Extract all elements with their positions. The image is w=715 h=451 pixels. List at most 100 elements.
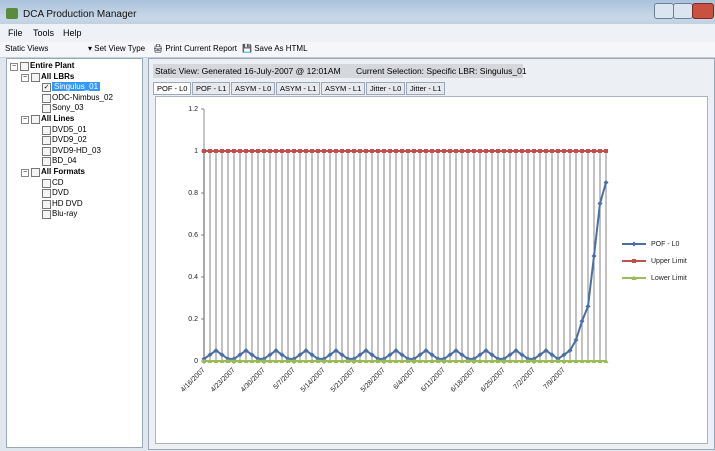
expander: − <box>21 74 29 82</box>
tab[interactable]: ASYM - L1 <box>276 82 320 95</box>
marker <box>460 149 464 153</box>
menu-bar: File Tools Help <box>0 24 715 42</box>
checkbox[interactable] <box>42 136 51 145</box>
marker <box>454 149 458 153</box>
tab[interactable]: Jitter - L0 <box>366 82 405 95</box>
marker <box>274 149 278 153</box>
x-tick-label: 7/9/2007 <box>542 367 566 391</box>
expander: − <box>21 169 29 177</box>
tree-label[interactable]: All Lines <box>41 114 74 123</box>
tab[interactable]: POF - L0 <box>153 82 191 95</box>
x-tick-label: 6/25/2007 <box>480 367 507 394</box>
tree-label[interactable]: Singulus_01 <box>52 82 100 91</box>
tree-label[interactable]: Entire Plant <box>30 61 74 70</box>
x-tick-label: 7/2/2007 <box>512 367 536 391</box>
tree-label[interactable]: Sony_03 <box>52 103 84 112</box>
checkbox[interactable] <box>31 73 40 82</box>
checkbox[interactable] <box>42 200 51 209</box>
tree-label[interactable]: DVD9-HD_03 <box>52 146 101 155</box>
checkbox[interactable]: ✓ <box>42 83 51 92</box>
marker <box>244 149 248 153</box>
marker <box>370 149 374 153</box>
menu-item[interactable]: File <box>8 28 23 38</box>
set-view-type-button[interactable]: ▾ Set View Type <box>88 44 145 53</box>
tree-label[interactable]: All Formats <box>41 167 85 176</box>
minimize-button[interactable] <box>654 3 674 19</box>
tree-label[interactable]: DVD9_02 <box>52 135 87 144</box>
marker <box>556 149 560 153</box>
marker <box>508 149 512 153</box>
checkbox[interactable] <box>42 210 51 219</box>
print-button[interactable]: 🖨 Print Current Report <box>153 44 237 53</box>
x-tick-label: 4/16/2007 <box>180 367 207 394</box>
marker <box>238 149 242 153</box>
tree-label[interactable]: ODC-Nimbus_02 <box>52 93 113 102</box>
tree-label[interactable]: Blu-ray <box>52 209 77 218</box>
tree-label[interactable]: DVD5_01 <box>52 125 87 134</box>
tab[interactable]: POF - L1 <box>192 82 230 95</box>
tab[interactable]: ASYM - L0 <box>231 82 275 95</box>
button-label: Set View Type <box>94 44 145 53</box>
checkbox[interactable] <box>31 115 40 124</box>
checkbox[interactable] <box>42 157 51 166</box>
marker <box>352 149 356 153</box>
marker <box>394 149 398 153</box>
maximize-button[interactable] <box>673 3 693 19</box>
status-bar: Static View: Generated 16-July-2007 @ 12… <box>153 64 523 78</box>
tree-label[interactable]: DVD <box>52 188 69 197</box>
marker <box>376 149 380 153</box>
marker <box>562 149 566 153</box>
static-view-status: Static View: Generated 16-July-2007 @ 12… <box>155 66 341 76</box>
marker <box>520 149 524 153</box>
app-window: DCA Production Manager File Tools Help S… <box>0 0 715 451</box>
tab[interactable]: Jitter - L1 <box>406 82 445 95</box>
checkbox[interactable] <box>42 179 51 188</box>
marker <box>406 149 410 153</box>
checkbox[interactable] <box>42 94 51 103</box>
tree-label[interactable]: BD_04 <box>52 156 76 165</box>
tree-label[interactable]: HD DVD <box>52 199 83 208</box>
button-label: Print Current Report <box>165 44 237 53</box>
tree-label[interactable]: All LBRs <box>41 72 74 81</box>
marker <box>262 149 266 153</box>
marker <box>214 149 218 153</box>
checkbox[interactable] <box>20 62 29 71</box>
checkbox[interactable] <box>42 189 51 198</box>
checkbox[interactable] <box>42 147 51 156</box>
tab[interactable]: ASYM - L1 <box>321 82 365 95</box>
marker <box>424 149 428 153</box>
marker <box>412 149 416 153</box>
marker <box>358 149 362 153</box>
legend-label: Lower Limit <box>651 275 687 282</box>
marker <box>256 149 260 153</box>
marker <box>442 149 446 153</box>
marker <box>592 254 597 259</box>
save-button[interactable]: 💾 Save As HTML <box>242 44 308 53</box>
marker <box>448 149 452 153</box>
marker <box>526 149 530 153</box>
expander: − <box>10 63 18 71</box>
marker <box>364 149 368 153</box>
static-views-label: Static Views <box>5 44 48 53</box>
close-button[interactable] <box>692 3 714 19</box>
menu-item[interactable]: Tools <box>33 28 54 38</box>
marker <box>400 149 404 153</box>
checkbox[interactable] <box>42 126 51 135</box>
tree-label[interactable]: CD <box>52 178 64 187</box>
marker <box>550 149 554 153</box>
marker <box>490 149 494 153</box>
marker <box>472 149 476 153</box>
marker <box>604 149 608 153</box>
marker <box>250 149 254 153</box>
marker <box>346 149 350 153</box>
checkbox[interactable] <box>31 168 40 177</box>
marker <box>280 149 284 153</box>
menu-item[interactable]: Help <box>63 28 82 38</box>
toolbar: Static Views ▾ Set View Type 🖨 Print Cur… <box>0 42 715 58</box>
marker <box>310 149 314 153</box>
marker <box>466 149 470 153</box>
window-title: DCA Production Manager <box>23 9 136 20</box>
checkbox[interactable] <box>42 104 51 113</box>
